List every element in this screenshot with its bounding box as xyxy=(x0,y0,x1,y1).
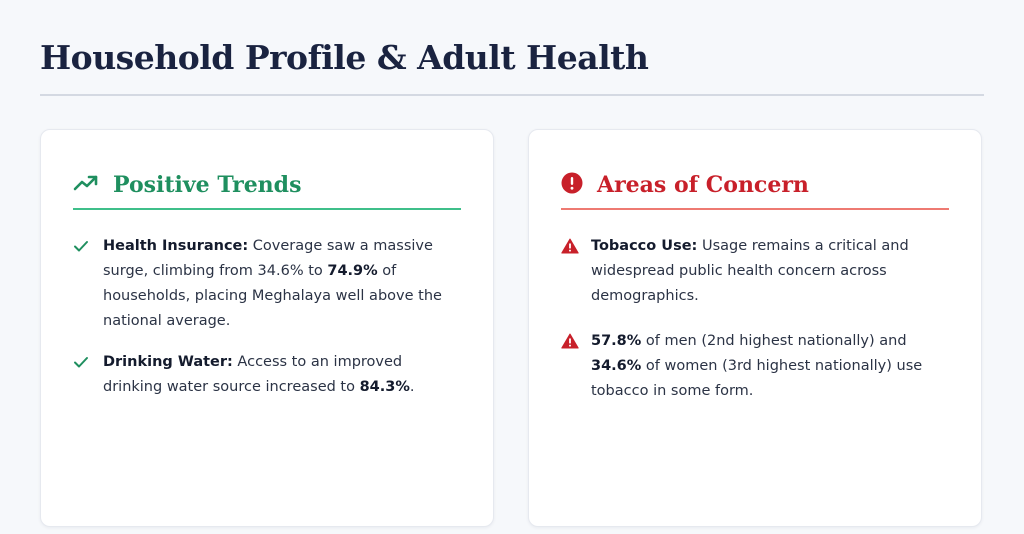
item-text: Health Insurance: Coverage saw a massive… xyxy=(103,234,465,334)
item-body: of men (2nd highest nationally) and xyxy=(641,333,907,349)
item-highlight: 84.3% xyxy=(359,379,410,395)
item-label: Tobacco Use: xyxy=(591,238,698,254)
list-item: Health Insurance: Coverage saw a massive… xyxy=(73,234,465,334)
page-title: Household Profile & Adult Health xyxy=(40,38,649,77)
list-item: Tobacco Use: Usage remains a critical an… xyxy=(561,234,953,309)
card-divider xyxy=(561,208,949,210)
card-header: Areas of Concern xyxy=(561,160,949,210)
positive-trends-card: Positive Trends Health Insurance: Covera… xyxy=(40,129,494,527)
list-item: 57.8% of men (2nd highest nationally) an… xyxy=(561,329,953,404)
title-divider xyxy=(40,94,984,96)
item-body: Usage remains a critical and widespread … xyxy=(591,238,909,304)
item-text: 57.8% of men (2nd highest nationally) an… xyxy=(591,329,953,404)
item-body: Access to an improved drinking water sou… xyxy=(103,354,403,395)
item-body: . xyxy=(409,379,415,395)
list-item: Drinking Water: Access to an improved dr… xyxy=(73,350,465,400)
card-header: Positive Trends xyxy=(73,160,461,210)
card-divider xyxy=(73,208,461,210)
card-title: Positive Trends xyxy=(113,172,302,198)
card-title: Areas of Concern xyxy=(597,172,809,198)
item-label: Drinking Water: xyxy=(103,354,233,370)
item-body: Coverage saw a massive surge, climbing f… xyxy=(103,238,433,279)
warning-triangle-icon xyxy=(561,238,579,258)
item-highlight: 74.9% xyxy=(327,263,378,279)
check-icon xyxy=(73,238,91,258)
concern-list: Tobacco Use: Usage remains a critical an… xyxy=(561,234,953,420)
item-highlight: 34.6% xyxy=(591,358,642,374)
check-icon xyxy=(73,354,91,374)
trending-up-icon xyxy=(73,173,99,197)
item-body: of households, placing Meghalaya well ab… xyxy=(103,263,442,329)
warning-triangle-icon xyxy=(561,333,579,353)
item-highlight: 57.8% xyxy=(591,333,642,349)
item-label: Health Insurance: xyxy=(103,238,249,254)
item-body: of women (3rd highest nationally) use to… xyxy=(591,358,923,399)
alert-circle-icon xyxy=(561,172,583,198)
item-text: Drinking Water: Access to an improved dr… xyxy=(103,350,465,400)
positive-list: Health Insurance: Coverage saw a massive… xyxy=(73,234,465,416)
areas-of-concern-card: Areas of Concern Tobacco Use: Usage rema… xyxy=(528,129,982,527)
item-text: Tobacco Use: Usage remains a critical an… xyxy=(591,234,953,309)
